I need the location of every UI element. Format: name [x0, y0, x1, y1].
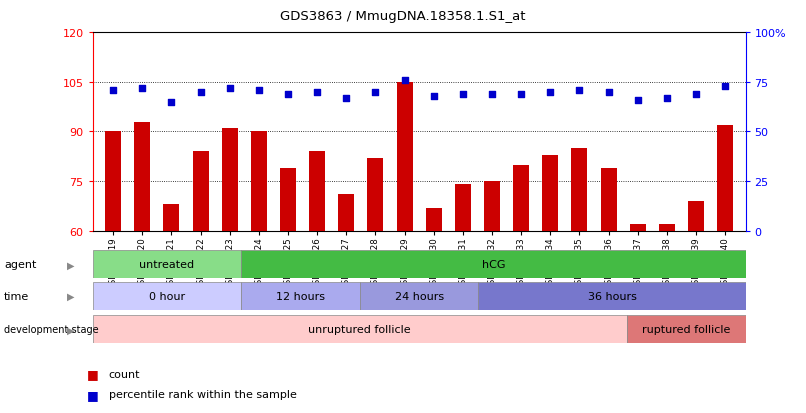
Text: untreated: untreated — [139, 260, 194, 270]
Text: GDS3863 / MmugDNA.18358.1.S1_at: GDS3863 / MmugDNA.18358.1.S1_at — [280, 10, 526, 23]
Point — [719, 83, 732, 90]
Text: ▶: ▶ — [67, 292, 75, 301]
Point — [573, 87, 586, 94]
Bar — [251, 132, 267, 231]
Text: ruptured follicle: ruptured follicle — [642, 325, 730, 335]
Bar — [135, 122, 150, 231]
Point — [427, 93, 440, 100]
Bar — [571, 149, 588, 231]
Text: agent: agent — [4, 260, 36, 270]
Bar — [193, 152, 209, 231]
Point — [340, 95, 353, 102]
Text: ▶: ▶ — [67, 325, 75, 335]
Point — [485, 91, 498, 98]
Bar — [627, 316, 746, 344]
Bar — [542, 155, 559, 231]
Text: ■: ■ — [87, 388, 98, 401]
Point — [631, 97, 644, 104]
Point — [515, 91, 528, 98]
Bar — [280, 169, 296, 231]
Text: hCG: hCG — [481, 260, 505, 270]
Bar — [484, 182, 500, 231]
Bar — [717, 126, 733, 231]
Text: 0 hour: 0 hour — [149, 292, 185, 301]
Text: count: count — [109, 369, 140, 379]
Text: 12 hours: 12 hours — [276, 292, 325, 301]
Text: time: time — [4, 292, 29, 301]
Point — [398, 77, 411, 84]
Bar — [164, 205, 180, 231]
Text: unruptured follicle: unruptured follicle — [309, 325, 411, 335]
Bar — [309, 152, 325, 231]
Bar — [222, 129, 238, 231]
Point — [690, 91, 703, 98]
Bar — [513, 165, 530, 231]
Bar — [479, 282, 746, 311]
Text: ▶: ▶ — [67, 260, 75, 270]
Point — [660, 95, 673, 102]
Text: 36 hours: 36 hours — [588, 292, 637, 301]
Bar — [397, 83, 413, 231]
Point — [456, 91, 469, 98]
Bar — [93, 251, 241, 279]
Bar — [688, 202, 704, 231]
Bar — [359, 282, 479, 311]
Point — [135, 85, 148, 92]
Text: 24 hours: 24 hours — [395, 292, 443, 301]
Text: development stage: development stage — [4, 325, 98, 335]
Point — [106, 87, 119, 94]
Point — [281, 91, 294, 98]
Bar — [105, 132, 121, 231]
Bar — [659, 225, 675, 231]
Point — [544, 89, 557, 96]
Point — [165, 99, 178, 106]
Text: ■: ■ — [87, 367, 98, 380]
Bar — [629, 225, 646, 231]
Bar — [93, 282, 241, 311]
Bar — [426, 208, 442, 231]
Bar — [93, 316, 627, 344]
Bar — [600, 169, 617, 231]
Point — [252, 87, 265, 94]
Bar — [455, 185, 471, 231]
Point — [602, 89, 615, 96]
Bar — [368, 159, 384, 231]
Bar — [241, 251, 746, 279]
Bar — [241, 282, 359, 311]
Point — [369, 89, 382, 96]
Point — [194, 89, 207, 96]
Text: percentile rank within the sample: percentile rank within the sample — [109, 389, 297, 399]
Point — [223, 85, 236, 92]
Point — [310, 89, 323, 96]
Bar — [339, 195, 355, 231]
